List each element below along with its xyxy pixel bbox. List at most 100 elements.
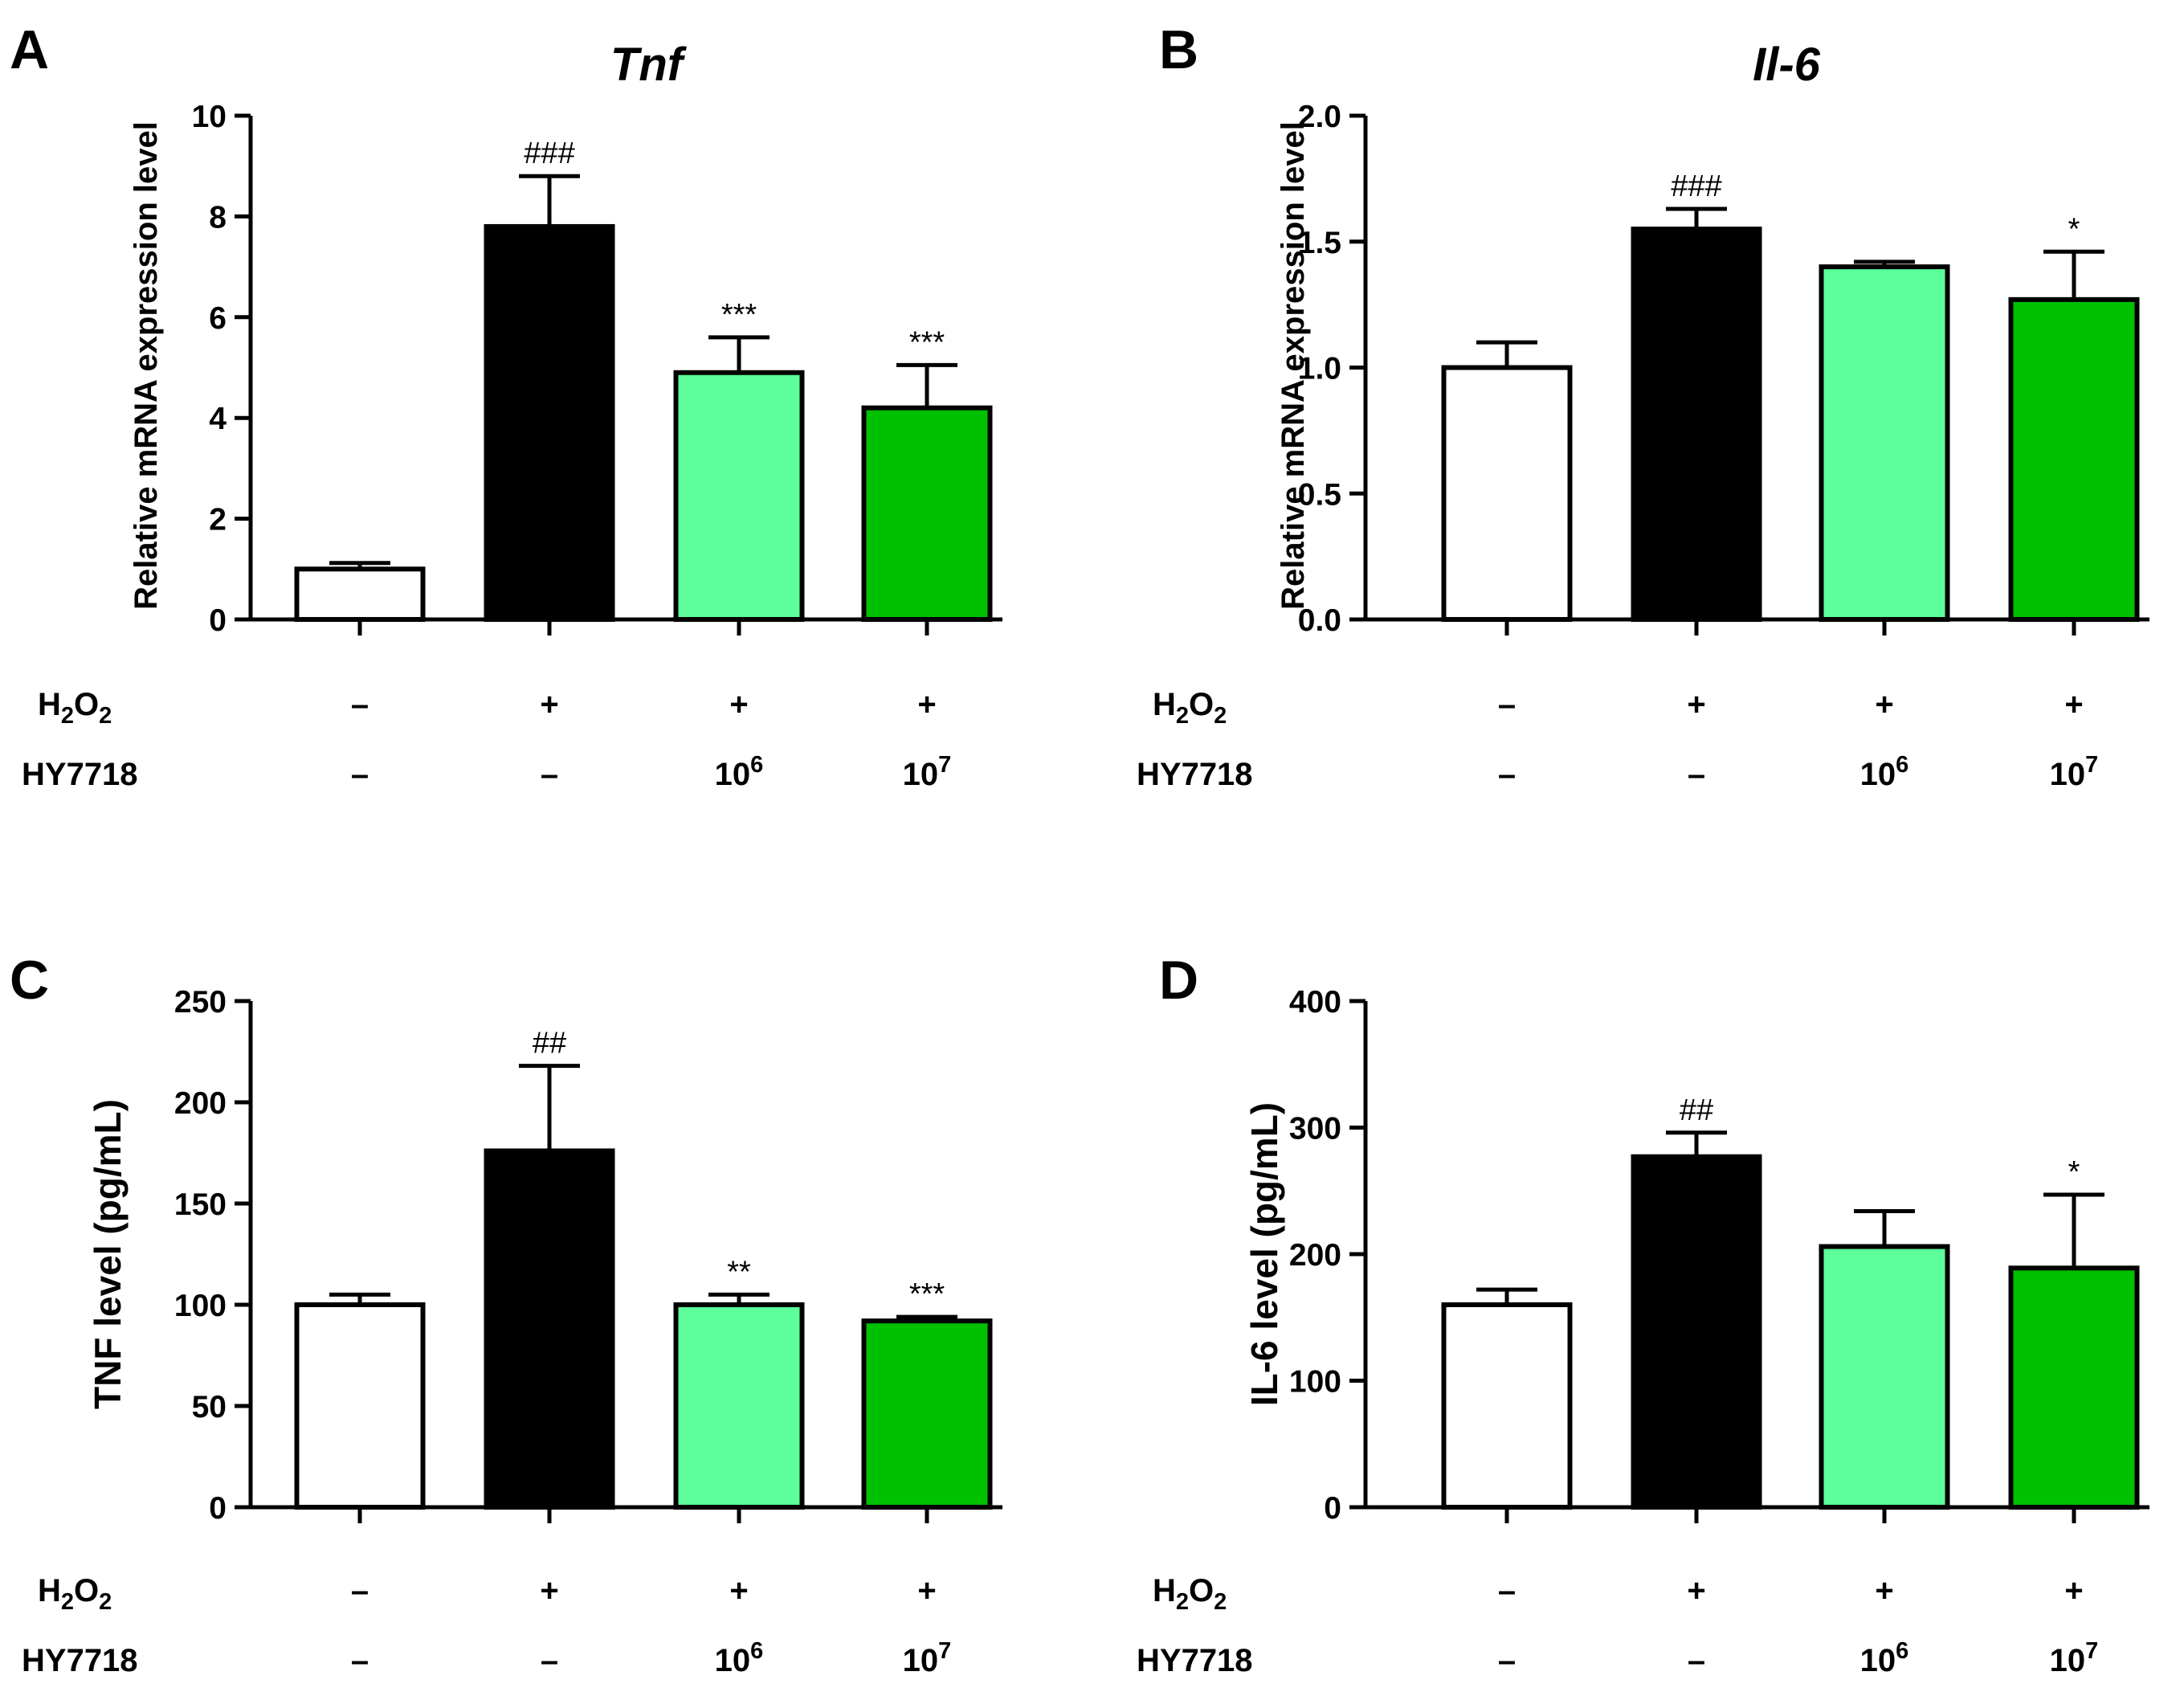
row-label-hy7718: HY7718 — [1137, 757, 1253, 792]
y-tick-label: 100 — [174, 1289, 227, 1323]
significance-label: ## — [533, 1027, 566, 1061]
y-axis-label: TNF level (pg/mL) — [87, 1099, 129, 1409]
condition-h2o2: + — [540, 1573, 558, 1608]
significance-label: ** — [727, 1255, 751, 1289]
panel-letter: B — [1159, 19, 1198, 80]
y-tick-label: 2.0 — [1298, 100, 1341, 134]
y-tick-label: 300 — [1289, 1112, 1341, 1146]
row-label-h2o2: H2O2 — [38, 1573, 112, 1615]
row-label-hy7718: HY7718 — [22, 1643, 138, 1678]
y-tick-label: 400 — [1289, 985, 1341, 1020]
bar — [1441, 365, 1573, 622]
condition-h2o2: + — [917, 1573, 936, 1608]
condition-hy7718: – — [351, 757, 369, 792]
y-tick-label: 50 — [192, 1390, 227, 1424]
condition-hy7718: 107 — [903, 752, 952, 792]
significance-label: * — [2068, 1155, 2080, 1189]
y-tick-label: 100 — [1289, 1365, 1341, 1400]
condition-h2o2: – — [1498, 1573, 1516, 1608]
y-tick-label: 6 — [209, 301, 227, 336]
condition-hy7718: – — [1688, 1643, 1705, 1678]
y-tick-label: 2 — [209, 503, 227, 537]
y-tick-label: 250 — [174, 985, 227, 1020]
row-label-hy7718: HY7718 — [1137, 1643, 1253, 1678]
condition-hy7718: 107 — [2050, 1638, 2099, 1678]
condition-h2o2: + — [1875, 687, 1893, 722]
bar — [484, 223, 615, 622]
condition-h2o2: + — [729, 1573, 748, 1608]
condition-h2o2: + — [1875, 1573, 1893, 1608]
condition-h2o2: – — [351, 687, 369, 722]
bar — [1819, 264, 1950, 622]
condition-h2o2: + — [2064, 1573, 2083, 1608]
significance-label: *** — [721, 298, 757, 332]
row-label-h2o2: H2O2 — [1153, 1573, 1227, 1615]
y-tick-label: 0.5 — [1298, 477, 1341, 512]
condition-hy7718: 107 — [903, 1638, 952, 1678]
bar — [673, 1302, 805, 1510]
condition-h2o2: + — [2064, 687, 2083, 722]
row-label-h2o2: H2O2 — [38, 687, 112, 729]
condition-hy7718: – — [351, 1643, 369, 1678]
bar — [294, 566, 426, 622]
bar — [484, 1148, 615, 1510]
y-tick-label: 200 — [174, 1086, 227, 1121]
condition-h2o2: + — [917, 687, 936, 722]
condition-h2o2: + — [1687, 687, 1705, 722]
condition-hy7718: 106 — [1860, 1638, 1909, 1678]
panel-letter: C — [10, 950, 49, 1011]
significance-label: *** — [909, 325, 945, 359]
bar — [861, 1318, 993, 1510]
bar — [2008, 296, 2140, 622]
y-tick-label: 1.5 — [1298, 226, 1341, 260]
condition-h2o2: – — [1498, 687, 1516, 722]
condition-hy7718: – — [1688, 757, 1705, 792]
condition-hy7718: – — [1498, 1643, 1516, 1678]
condition-hy7718: 106 — [715, 752, 764, 792]
y-tick-label: 0 — [209, 1491, 227, 1526]
significance-label: ### — [1671, 170, 1721, 203]
y-axis-label: IL-6 level (pg/mL) — [1243, 1102, 1285, 1406]
significance-label: ### — [524, 137, 574, 170]
condition-h2o2: + — [729, 687, 748, 722]
significance-label: ## — [1680, 1093, 1713, 1127]
y-tick-label: 0 — [209, 603, 227, 638]
condition-hy7718: – — [1498, 757, 1516, 792]
significance-label: * — [2068, 212, 2080, 246]
bar — [861, 405, 993, 622]
panel-a: A Tnf Relative mRNA expression level 0 2 4 6 8 1… — [10, 19, 1002, 792]
y-tick-label: 150 — [174, 1187, 227, 1222]
panel-letter: D — [1159, 950, 1198, 1011]
chart-title: Il-6 — [1753, 39, 1821, 91]
panel-d: D IL-6 level (pg/mL) 0 100 200 300 400 ## * H2O2 –… — [1137, 950, 2149, 1678]
y-tick-label: 1.0 — [1298, 352, 1341, 386]
row-label-hy7718: HY7718 — [22, 757, 138, 792]
condition-hy7718: – — [541, 1643, 558, 1678]
y-tick-label: 8 — [209, 200, 227, 235]
condition-h2o2: + — [540, 687, 558, 722]
condition-hy7718: 106 — [715, 1638, 764, 1678]
y-axis-label: Relative mRNA expression level — [1276, 121, 1311, 610]
condition-hy7718: 106 — [1860, 752, 1909, 792]
bar — [673, 370, 805, 622]
condition-h2o2: – — [351, 1573, 369, 1608]
bar — [2008, 1265, 2140, 1510]
condition-hy7718: 107 — [2050, 752, 2099, 792]
y-tick-label: 0.0 — [1298, 603, 1341, 638]
bar — [294, 1302, 426, 1510]
significance-label: *** — [909, 1277, 945, 1311]
y-tick-label: 10 — [192, 100, 227, 134]
chart-title: Tnf — [610, 39, 688, 91]
y-tick-label: 0 — [1324, 1491, 1341, 1526]
bar — [1441, 1302, 1573, 1510]
bar — [1819, 1244, 1950, 1510]
bar — [1631, 227, 1762, 622]
panel-letter: A — [10, 19, 49, 80]
y-tick-label: 4 — [209, 402, 227, 436]
bar — [1631, 1154, 1762, 1510]
y-tick-label: 200 — [1289, 1238, 1341, 1273]
y-axis-label: Relative mRNA expression level — [129, 121, 164, 610]
row-label-h2o2: H2O2 — [1153, 687, 1227, 729]
